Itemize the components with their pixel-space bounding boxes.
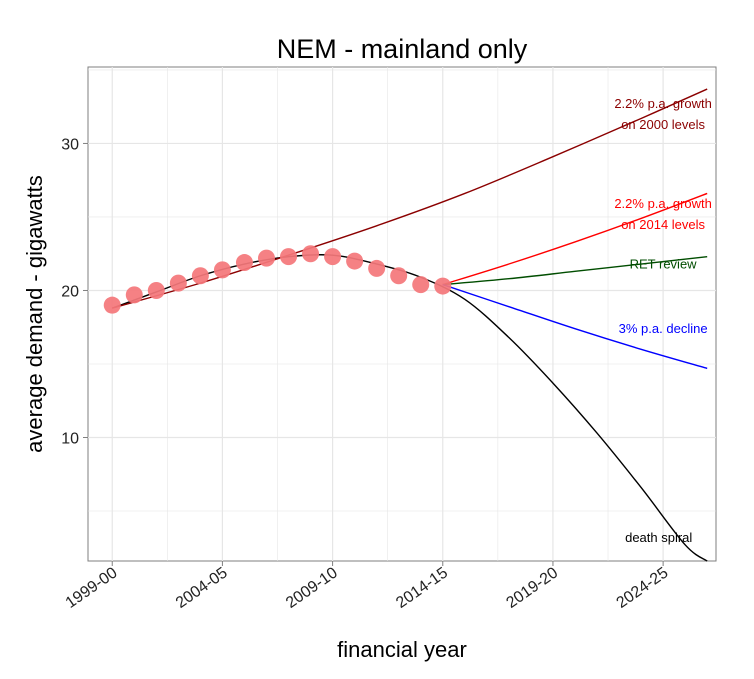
observed-point xyxy=(125,286,143,304)
series-line-2-2-p-a-growth-on-2000-levels xyxy=(112,88,708,309)
y-axis: 10 20 30 xyxy=(61,136,88,448)
x-axis-title: financial year xyxy=(337,637,467,662)
y-axis-title: average demand - gigawatts xyxy=(22,175,47,453)
observed-point xyxy=(324,248,342,266)
annotation-line: 2.2% p.a. growth xyxy=(614,196,712,211)
observed-point xyxy=(213,261,231,279)
series-line-3-p-a-decline xyxy=(442,283,708,370)
x-tick-label: 2004-05 xyxy=(173,564,231,612)
annotation-line: death spiral xyxy=(625,530,692,545)
annotation-line: on 2014 levels xyxy=(621,217,705,232)
observed-point xyxy=(280,248,298,266)
series-line-2-2-p-a-growth-on-2014-levels xyxy=(442,192,708,286)
x-axis: 1999-00 2004-05 2009-10 2014-15 2019-20 2024-… xyxy=(63,561,672,612)
y-tick-label: 20 xyxy=(61,283,79,300)
observed-point xyxy=(235,254,253,272)
series-annotation: death spiral xyxy=(625,530,692,545)
observed-point xyxy=(346,252,364,270)
annotation-line: 2.2% p.a. growth xyxy=(614,96,712,111)
series-line-ret-review xyxy=(442,255,708,286)
observed-point xyxy=(103,296,121,314)
x-tick-label: 1999-00 xyxy=(63,564,121,612)
observed-point xyxy=(412,276,430,294)
series-annotation: 2.2% p.a. growth on 2000 levels xyxy=(614,96,712,132)
y-tick-label: 30 xyxy=(61,136,79,153)
observed-point xyxy=(390,267,408,285)
series-annotation: 2.2% p.a. growth on 2014 levels xyxy=(614,196,712,232)
observed-point xyxy=(147,281,165,299)
x-tick-label: 2019-20 xyxy=(503,564,561,612)
annotation-line: RET review xyxy=(630,256,698,271)
x-tick-label: 2009-10 xyxy=(283,564,341,612)
series-annotation: 3% p.a. decline xyxy=(619,321,708,336)
observed-point xyxy=(302,245,320,263)
plot-panel xyxy=(87,66,717,562)
observed-point xyxy=(257,249,275,267)
annotation-line: on 2000 levels xyxy=(621,117,705,132)
x-tick-label: 2024-25 xyxy=(614,564,672,612)
chart-title: NEM - mainland only xyxy=(277,34,528,64)
observed-point xyxy=(191,267,209,285)
y-tick-label: 10 xyxy=(61,431,79,448)
observed-point xyxy=(434,277,452,295)
observed-point xyxy=(368,259,386,277)
observed-points-layer xyxy=(103,245,452,314)
series-annotation: RET review xyxy=(630,256,698,271)
annotation-line: 3% p.a. decline xyxy=(619,321,708,336)
x-tick-label: 2014-15 xyxy=(393,564,451,612)
observed-point xyxy=(169,274,187,292)
